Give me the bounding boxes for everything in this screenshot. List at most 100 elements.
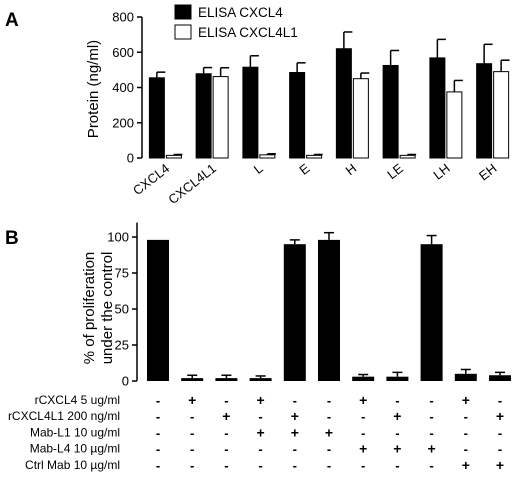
treatment-sign: + <box>325 424 333 440</box>
legend-swatch <box>174 24 192 40</box>
panel-a-bars <box>148 31 510 159</box>
panel-a-x-tick-label: LE <box>384 160 406 182</box>
panel-a-x-tick-label: LH <box>430 161 452 183</box>
treatment-sign: + <box>291 424 299 440</box>
panel-a-legend: ELISA CXCL4 ELISA CXCL4L1 <box>174 4 298 40</box>
treatment-sign: - <box>156 409 160 424</box>
treatment-sign: - <box>156 458 160 473</box>
treatment-sign: - <box>498 393 502 408</box>
panel-a-x-tick-label: CXCL4L1 <box>165 161 219 208</box>
treatment-sign: - <box>464 425 468 440</box>
treatment-sign: + <box>291 408 299 424</box>
treatment-sign: - <box>395 425 399 440</box>
panel-a-bar-cxcl4l1 <box>493 71 510 159</box>
panel-b-treatment-table: rCXCL4 5 ug/ml - + - + - - + - - + -rCXCL4L1 200 ng… <box>8 392 504 473</box>
treatment-sign: - <box>429 458 433 473</box>
panel-a-bar-cxcl4 <box>335 48 352 159</box>
panel-a-bar-cxcl4 <box>148 77 165 159</box>
panel-b-bar <box>352 376 375 381</box>
panel-a-bar-cxcl4l1 <box>399 154 416 159</box>
treatment-sign: - <box>327 393 331 408</box>
treatment-sign: + <box>359 441 367 457</box>
treatment-row-label: rCXCL4L1 200 ng/ml <box>8 409 120 423</box>
panel-b-bar <box>454 373 477 381</box>
panel-a-bar-cxcl4 <box>476 63 493 159</box>
panel-a-y-axis-label: Protein (ng/ml) <box>85 40 102 138</box>
panel-b-bar <box>318 239 340 381</box>
panel-a-bar-cxcl4l1 <box>306 154 323 159</box>
treatment-sign: - <box>224 425 228 440</box>
treatment-sign: - <box>429 409 433 424</box>
treatment-sign: - <box>190 458 194 473</box>
legend-swatch <box>174 4 192 20</box>
treatment-sign: - <box>156 393 160 408</box>
panel-b-bar <box>181 378 204 381</box>
panel-a-bar-cxcl4l1 <box>446 91 463 159</box>
treatment-sign: - <box>429 425 433 440</box>
treatment-sign: + <box>496 408 504 424</box>
panel-a-bar-cxcl4l1 <box>352 78 369 159</box>
panel-a-y-tick-label: 400 <box>112 80 134 95</box>
treatment-sign: - <box>327 442 331 457</box>
treatment-sign: - <box>258 442 262 457</box>
treatment-sign: + <box>359 392 367 408</box>
panel-b-y-tick-label: 50 <box>115 302 129 317</box>
treatment-sign: - <box>224 442 228 457</box>
panel-b-bars <box>147 231 511 381</box>
panel-a-bar-cxcl4 <box>289 72 306 159</box>
treatment-sign: + <box>393 441 401 457</box>
treatment-sign: + <box>222 408 230 424</box>
panel-a-letter: A <box>5 10 19 31</box>
treatment-sign: + <box>188 392 196 408</box>
treatment-sign: - <box>498 425 502 440</box>
treatment-sign: - <box>429 393 433 408</box>
treatment-sign: - <box>258 409 262 424</box>
treatment-sign: + <box>462 392 470 408</box>
treatment-sign: - <box>361 409 365 424</box>
panel-a-x-tick-label: H <box>343 161 360 179</box>
treatment-sign: - <box>190 425 194 440</box>
treatment-sign: - <box>498 442 502 457</box>
panel-a-y-tick-label: 200 <box>112 115 134 130</box>
panel-a-x-tick-label: E <box>296 160 312 177</box>
panel-b-bar <box>386 376 409 381</box>
treatment-sign: - <box>156 425 160 440</box>
treatment-row-label: Mab-L4 10 µg/ml <box>30 442 120 456</box>
treatment-sign: + <box>462 457 470 473</box>
panel-b-letter: B <box>5 228 19 249</box>
treatment-sign: - <box>361 425 365 440</box>
treatment-sign: + <box>428 441 436 457</box>
treatment-sign: - <box>190 409 194 424</box>
legend-label: ELISA CXCL4L1 <box>198 25 298 40</box>
panel-a-x-tick-label: CXCL4 <box>130 161 172 199</box>
panel-b-y-tick-label: 25 <box>115 338 129 353</box>
treatment-sign: + <box>496 457 504 473</box>
treatment-sign: - <box>395 458 399 473</box>
treatment-sign: + <box>257 424 265 440</box>
panel-b-bar <box>249 378 272 381</box>
panel-b-y-tick-label: 75 <box>115 266 129 281</box>
panel-b-bar <box>147 239 169 381</box>
treatment-sign: - <box>361 458 365 473</box>
legend-label: ELISA CXCL4 <box>198 5 283 20</box>
treatment-sign: - <box>293 393 297 408</box>
panel-a-bar-cxcl4l1 <box>212 76 229 159</box>
panel-b-y-axis-label-line-2: under the control <box>99 252 116 365</box>
treatment-sign: - <box>224 393 228 408</box>
treatment-sign: - <box>156 442 160 457</box>
panel-b-y-axis-label-line-1: % of proliferation <box>81 252 98 365</box>
panel-a: A Protein (ng/ml) 0 200 400 600 800 CXCL4CXCL… <box>5 4 510 208</box>
panel-a-y-tick-label: 800 <box>112 10 134 25</box>
panel-a-bar-cxcl4 <box>195 73 212 159</box>
panel-b-y-tick-label: 0 <box>122 374 129 389</box>
treatment-sign: + <box>393 408 401 424</box>
panel-a-y-tick-label: 600 <box>112 45 134 60</box>
panel-b-bar <box>420 244 443 381</box>
treatment-sign: - <box>464 409 468 424</box>
treatment-sign: - <box>464 442 468 457</box>
treatment-sign: - <box>258 458 262 473</box>
treatment-sign: - <box>293 458 297 473</box>
panel-b-bar <box>489 375 511 381</box>
panel-b-y-tick-label: 100 <box>107 230 129 245</box>
treatment-sign: - <box>224 458 228 473</box>
